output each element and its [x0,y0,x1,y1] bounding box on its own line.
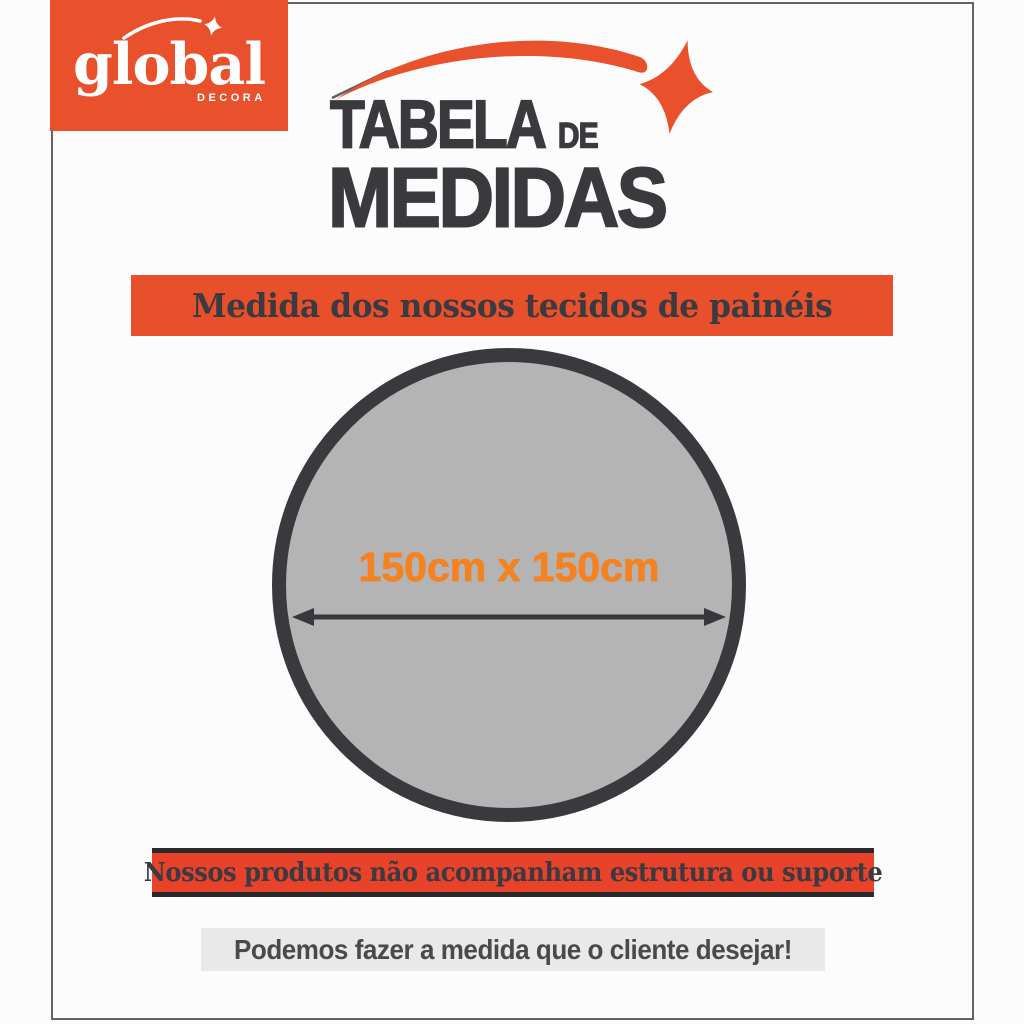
title-word-tabela: TABELA [329,87,547,163]
disclaimer-banner: Nossos produtos não acompanham estrutura… [144,848,883,897]
intro-banner: Medida dos nossos tecidos de painéis [131,275,893,336]
footer-banner-text: Podemos fazer a medida que o cliente des… [234,933,792,965]
page-border [51,2,974,1020]
brand-name: global [73,31,266,98]
brand-logo: global DECORA [50,0,288,131]
shooting-star-icon [331,40,713,134]
page-title-line1: TABELA DE [329,87,599,163]
sparkle-swoosh-icon [122,16,222,40]
intro-banner-text: Medida dos nossos tecidos de painéis [191,286,833,325]
fabric-panel-diagram: 150cm x 150cm [272,348,746,822]
page-title-line2: MEDIDAS [327,150,669,246]
brand-subtitle: DECORA [197,92,266,104]
disclaimer-banner-text: Nossos produtos não acompanham estrutura… [143,857,883,888]
title-word-de: DE [557,116,599,156]
double-headed-arrow-icon [292,608,726,626]
footer-banner: Podemos fazer a medida que o cliente des… [201,928,825,971]
size-label: 150cm x 150cm [358,544,660,591]
